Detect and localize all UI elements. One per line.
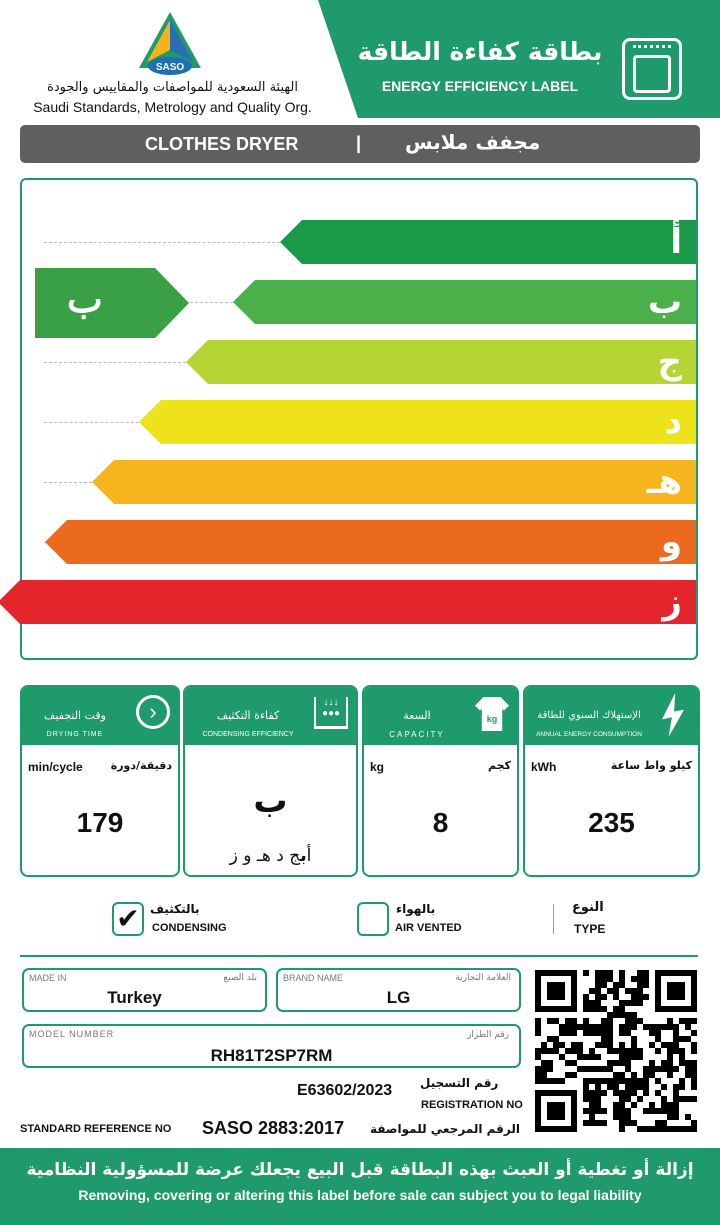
- saso-logo: SASO: [135, 10, 205, 80]
- capacity-title-en: CAPACITY: [389, 730, 445, 739]
- drying-unit-ar: دقيقة/دورة: [110, 759, 172, 772]
- model-value: RH81T2SP7RM: [210, 1046, 333, 1065]
- energy-value: 235: [588, 807, 635, 838]
- scale-bar-7: ز: [0, 580, 696, 624]
- energy-unit-en: kWh: [531, 760, 557, 774]
- scale-guide-line: [44, 542, 45, 543]
- panel-condensing-efficiency: ↓↓↓ ●●● كفاءة التكثيف CONDENSING EFFICIEN…: [183, 685, 358, 877]
- brand-field: BRAND NAME العلامة التجارية LG: [276, 968, 521, 1012]
- warning-en: Removing, covering or altering this labe…: [78, 1187, 642, 1203]
- capacity-unit-en: kg: [370, 760, 385, 774]
- clock-icon: ›: [136, 695, 170, 729]
- footer-warning: إزالة أو تغطية أو العبث بهذه البطاقة قبل…: [0, 1148, 720, 1225]
- standard-label-en: STANDARD REFERENCE NO: [20, 1123, 172, 1135]
- type-label-en: TYPE: [574, 922, 606, 936]
- made-in-label-ar: بلد الصنع: [223, 973, 257, 983]
- section-divider: [20, 955, 698, 957]
- scale-a: أ: [306, 846, 312, 866]
- scale-guide-line: [44, 362, 186, 363]
- drying-value: 179: [76, 807, 124, 838]
- registration-value: E63602/2023: [297, 1082, 393, 1099]
- kg-text: kg: [486, 714, 498, 724]
- panel-drying-time: › وقت التجفيف DRYING TIME min/cycle دقيق…: [20, 685, 180, 877]
- panel-capacity: kg السعة CAPACITY kg كجم 8: [362, 685, 519, 877]
- product-en: CLOTHES DRYER: [145, 134, 299, 154]
- air-vented-checkbox[interactable]: [357, 902, 389, 936]
- condensing-value: ب: [253, 781, 288, 821]
- scale-guide-line: [44, 482, 92, 483]
- org-name-ar: الهيئة السعودية للمواصفات والمقاييس والج…: [47, 80, 298, 95]
- vented-label-ar: بالهواء: [396, 902, 436, 916]
- scale-bar-4: د: [139, 400, 696, 444]
- energy-unit-ar: كيلو واط ساعة: [610, 759, 692, 772]
- qr-code[interactable]: [535, 970, 697, 1132]
- brand-label-en: BRAND NAME: [283, 973, 344, 983]
- scale-bar-1: أ: [280, 220, 696, 264]
- capacity-value: 8: [432, 807, 449, 838]
- org-name-en: Saudi Standards, Metrology and Quality O…: [33, 99, 312, 115]
- energy-title-ar: الإستهلاك السنوي للطاقة: [537, 710, 641, 721]
- panel-annual-energy: الإستهلاك السنوي للطاقة ANNUAL ENERGY CO…: [523, 685, 700, 877]
- type-divider: [553, 904, 554, 934]
- scale-bar-6: و: [45, 520, 696, 564]
- drying-title-ar: وقت التجفيف: [44, 709, 106, 722]
- label-title-ar: بطاقة كفاءة الطاقة: [357, 37, 603, 66]
- label-title-en: ENERGY EFFICIENCY LABEL: [381, 78, 579, 94]
- drying-unit-en: min/cycle: [28, 760, 83, 774]
- product-ar: مجفف ملابس: [405, 130, 541, 154]
- rating-letter: ب: [67, 279, 103, 321]
- scale-guide-line: [44, 242, 280, 243]
- rating-indicator: ب: [35, 268, 189, 338]
- water-drops-icon: ↓↓↓ ●●●: [314, 697, 348, 729]
- product-bar: CLOTHES DRYER | مجفف ملابس: [20, 125, 700, 163]
- energy-title-en: ANNUAL ENERGY CONSUMPTION: [536, 731, 642, 738]
- made-in-label-en: MADE IN: [29, 973, 67, 983]
- scale-bar-2: ب: [233, 280, 696, 324]
- brand-value: LG: [386, 988, 411, 1007]
- brand-label-ar: العلامة التجارية: [455, 973, 511, 983]
- model-field: MODEL NUMBER رقم الطراز RH81T2SP7RM: [22, 1024, 521, 1068]
- condensing-title-ar: كفاءة التكثيف: [216, 709, 280, 722]
- model-label-ar: رقم الطراز: [467, 1030, 509, 1040]
- condensing-scale: أبج د هـ و ز: [185, 845, 356, 867]
- type-label-ar: النوع: [572, 900, 604, 915]
- made-in-field: MADE IN بلد الصنع Turkey: [22, 968, 267, 1012]
- condensing-label-en: CONDENSING: [152, 922, 227, 934]
- condensing-checkbox[interactable]: ✔: [112, 902, 144, 936]
- registration-label-ar: رقم التسجيل: [420, 1076, 499, 1090]
- scale-guide-line: [44, 422, 139, 423]
- model-label-en: MODEL NUMBER: [29, 1029, 115, 1039]
- condensing-title-en: CONDENSING EFFICIENCY: [202, 731, 294, 738]
- drying-title-en: DRYING TIME: [46, 731, 104, 738]
- vented-label-en: AIR VENTED: [395, 922, 462, 934]
- scale-bar-3: ج: [186, 340, 696, 384]
- product-sep: |: [356, 133, 362, 153]
- standard-value: SASO 2883:2017: [202, 1118, 345, 1138]
- warning-ar: إزالة أو تغطية أو العبث بهذه البطاقة قبل…: [26, 1160, 694, 1180]
- scale-bar-5: هـ: [92, 460, 696, 504]
- made-in-value: Turkey: [107, 988, 162, 1007]
- efficiency-scale: أ ب ج د هـ و ز: [0, 178, 698, 660]
- capacity-title-ar: السعة: [403, 709, 431, 722]
- capacity-unit-ar: كجم: [488, 759, 511, 772]
- scale-b-highlight: ب: [300, 846, 307, 866]
- scale-rest: ج د هـ و ز: [229, 846, 301, 866]
- standard-label-ar: الرقم المرجعي للمواصفة: [370, 1122, 520, 1136]
- dryer-icon: [622, 38, 682, 100]
- svg-text:SASO: SASO: [156, 62, 185, 73]
- condensing-label-ar: بالتكثيف: [150, 902, 200, 916]
- registration-label-en: REGISTRATION NO: [421, 1099, 523, 1111]
